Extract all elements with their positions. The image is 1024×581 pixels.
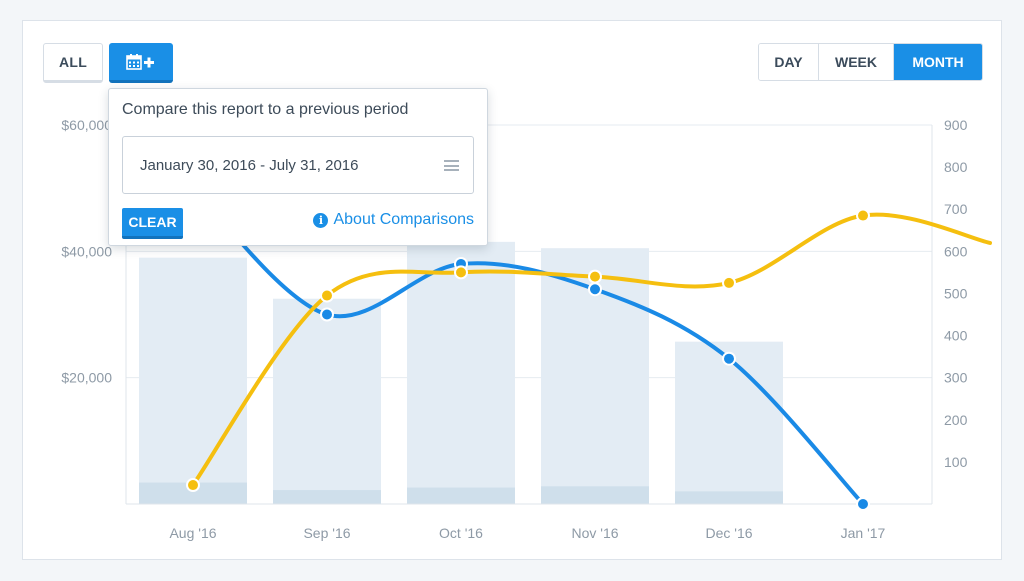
right-tick-label: 500 [944, 285, 968, 301]
series-points [186, 208, 870, 511]
x-axis-ticks: Aug '16 Sep '16 Oct '16 Nov '16 Dec '16 Jan '… [169, 525, 885, 541]
comparison-bar [407, 487, 515, 504]
comparison-bar [139, 482, 247, 504]
blue-series-point [320, 307, 334, 322]
about-comparisons-label: About Comparisons [333, 211, 474, 228]
bar [139, 257, 247, 504]
right-tick-label: 800 [944, 159, 968, 175]
blue-series-point [856, 497, 870, 511]
popover-title: Compare this report to a previous period [122, 101, 409, 118]
about-comparisons-link[interactable]: i About Comparisons [313, 211, 474, 229]
yellow-series-point [856, 208, 870, 223]
date-range-value: January 30, 2016 - July 31, 2016 [140, 157, 359, 174]
right-tick-label: 700 [944, 201, 968, 217]
date-range-field[interactable]: January 30, 2016 - July 31, 2016 [122, 136, 474, 194]
right-tick-label: 900 [944, 117, 968, 133]
left-axis-ticks: $20,000 $40,000 $60,000 [61, 117, 112, 386]
x-tick-label: Nov '16 [571, 525, 618, 541]
comparison-bar [273, 490, 381, 504]
hamburger-icon[interactable] [444, 160, 459, 171]
calendar-plus-icon [126, 53, 154, 70]
right-tick-label: 400 [944, 328, 968, 344]
x-tick-label: Jan '17 [841, 525, 886, 541]
month-button[interactable]: MONTH [894, 44, 982, 80]
day-button[interactable]: DAY [759, 44, 819, 80]
yellow-series-point [186, 478, 200, 493]
period-toggle: DAY WEEK MONTH [758, 43, 983, 81]
clear-button[interactable]: CLEAR [122, 208, 183, 239]
bar [407, 241, 515, 504]
compare-popover: Compare this report to a previous period… [108, 88, 488, 246]
comparison-bar [675, 491, 783, 504]
compare-period-button[interactable] [109, 43, 173, 83]
blue-series-line [191, 186, 865, 506]
bar [675, 341, 783, 504]
left-tick-label: $40,000 [61, 243, 112, 259]
yellow-series-point [320, 288, 334, 303]
right-tick-label: 600 [944, 243, 968, 259]
yellow-series-point [588, 269, 602, 284]
info-circle-icon: i [313, 212, 329, 228]
x-tick-label: Oct '16 [439, 525, 483, 541]
week-button[interactable]: WEEK [819, 44, 894, 80]
bar [273, 298, 381, 504]
right-tick-label: 100 [944, 454, 968, 470]
comparison-bar [541, 486, 649, 504]
left-tick-label: $60,000 [61, 117, 112, 133]
bars [139, 241, 783, 504]
yellow-series-point [722, 275, 736, 290]
yellow-series-point [454, 265, 468, 280]
blue-series-point [722, 351, 736, 366]
right-axis-ticks: 100 200 300 400 500 600 700 800 900 [944, 117, 968, 470]
x-tick-label: Sep '16 [303, 525, 350, 541]
blue-series-point [588, 282, 602, 297]
all-button[interactable]: ALL [43, 43, 103, 83]
x-tick-label: Aug '16 [169, 525, 216, 541]
right-tick-label: 200 [944, 412, 968, 428]
x-tick-label: Dec '16 [705, 525, 752, 541]
left-tick-label: $20,000 [61, 370, 112, 386]
right-tick-label: 300 [944, 370, 968, 386]
